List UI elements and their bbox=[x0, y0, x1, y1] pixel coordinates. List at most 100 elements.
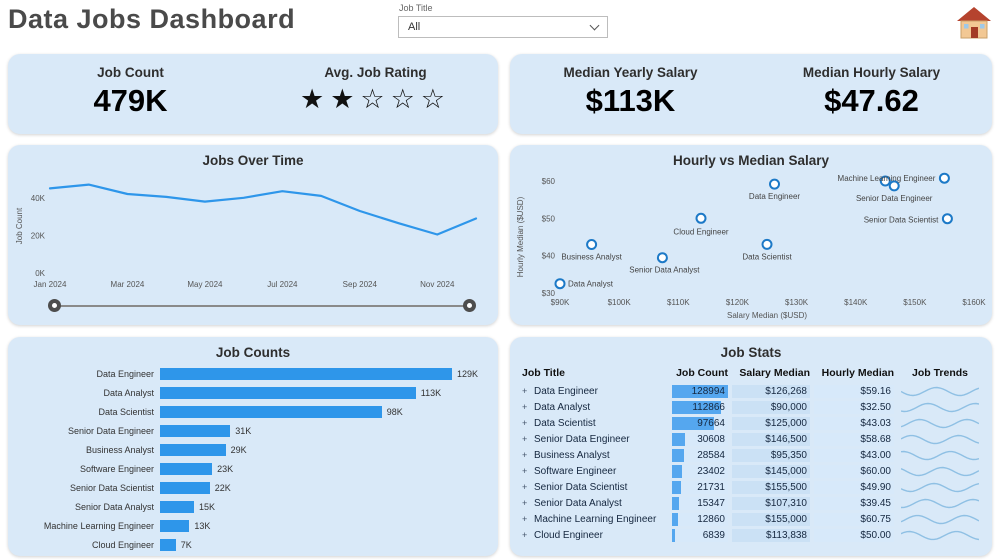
bar-category-label: Senior Data Scientist bbox=[69, 482, 154, 493]
job-count-value: 15347 bbox=[697, 497, 725, 509]
column-header[interactable]: Job Trends bbox=[911, 367, 968, 379]
table-row[interactable]: + Data Scientist 97664 $125,000 $43.03 bbox=[522, 415, 982, 431]
kpi-label: Job Count bbox=[97, 65, 164, 80]
bar[interactable] bbox=[160, 462, 213, 475]
bar-category-label: Business Analyst bbox=[85, 444, 154, 455]
table-row[interactable]: + Senior Data Engineer 30608 $146,500 $58.68 bbox=[522, 431, 982, 447]
svg-text:0K: 0K bbox=[35, 269, 45, 278]
expand-row-icon[interactable]: + bbox=[522, 386, 528, 396]
kpi-job-rating: Avg. Job Rating ★★☆☆☆ bbox=[253, 54, 498, 134]
table-row[interactable]: + Data Engineer 128994 $126,268 $59.16 bbox=[522, 383, 982, 399]
svg-text:Salary Median ($USD): Salary Median ($USD) bbox=[727, 311, 807, 320]
trend-sparkline-icon bbox=[901, 466, 979, 476]
expand-row-icon[interactable]: + bbox=[522, 498, 528, 508]
expand-row-icon[interactable]: + bbox=[522, 482, 528, 492]
bar[interactable] bbox=[160, 424, 231, 437]
slider-handle-left[interactable] bbox=[48, 299, 61, 312]
expand-row-icon[interactable]: + bbox=[522, 466, 528, 476]
expand-row-icon[interactable]: + bbox=[522, 434, 528, 444]
bar[interactable] bbox=[160, 519, 190, 532]
scatter-point[interactable] bbox=[761, 238, 773, 250]
jobs-over-time-chart: 0K 20K 40K Jan 2024 Mar 2024 May 2024 Jul 2024… bbox=[15, 183, 478, 289]
job-count-cell: 97664 bbox=[672, 416, 728, 430]
bar-category-label: Data Engineer bbox=[96, 368, 154, 379]
scatter-point[interactable] bbox=[695, 212, 707, 224]
scatter-point[interactable] bbox=[879, 175, 891, 187]
scatter-point[interactable] bbox=[656, 252, 668, 264]
bar-row[interactable]: Business Analyst 29K bbox=[16, 440, 492, 459]
bar[interactable] bbox=[160, 500, 194, 513]
svg-text:Jul 2024: Jul 2024 bbox=[267, 280, 298, 289]
svg-text:$110K: $110K bbox=[667, 298, 690, 307]
table-row[interactable]: + Business Analyst 28584 $95,350 $43.00 bbox=[522, 447, 982, 463]
job-trend-cell bbox=[898, 497, 982, 510]
bar-category-label: Data Scientist bbox=[98, 406, 154, 417]
scatter-point[interactable] bbox=[938, 172, 950, 184]
expand-row-icon[interactable]: + bbox=[522, 514, 528, 524]
table-row[interactable]: + Cloud Engineer 6839 $113,838 $50.00 bbox=[522, 527, 982, 543]
bar-value-label: 13K bbox=[194, 520, 211, 531]
bar-row[interactable]: Cloud Engineer 7K bbox=[16, 535, 492, 554]
hourly-median-cell: $39.45 bbox=[814, 496, 894, 510]
home-icon[interactable] bbox=[956, 6, 992, 40]
job-trend-cell bbox=[898, 449, 982, 462]
hourly-median-cell: $32.50 bbox=[814, 400, 894, 414]
bar-category-label: Senior Data Analyst bbox=[74, 501, 154, 512]
table-row[interactable]: + Software Engineer 23402 $145,000 $60.00 bbox=[522, 463, 982, 479]
slider-track[interactable] bbox=[54, 305, 470, 307]
job-title-text: Senior Data Engineer bbox=[534, 433, 630, 445]
svg-text:$100K: $100K bbox=[608, 298, 632, 307]
job-title-dropdown[interactable]: All bbox=[398, 16, 608, 38]
bar[interactable] bbox=[160, 405, 382, 418]
expand-row-icon[interactable]: + bbox=[522, 402, 528, 412]
dashboard-title: Data Jobs Dashboard bbox=[8, 4, 296, 34]
bar-value-label: 7K bbox=[180, 539, 192, 550]
bar[interactable] bbox=[160, 443, 226, 456]
bar[interactable] bbox=[160, 481, 210, 494]
table-row[interactable]: + Data Analyst 112866 $90,000 $32.50 bbox=[522, 399, 982, 415]
job-count-value: 128994 bbox=[691, 385, 725, 397]
salary-median-cell: $90,000 bbox=[732, 400, 810, 414]
scatter-point[interactable] bbox=[769, 178, 780, 190]
table-row[interactable]: + Senior Data Analyst 15347 $107,310 $39.45 bbox=[522, 495, 982, 511]
bar[interactable] bbox=[160, 386, 416, 399]
scatter-point[interactable] bbox=[888, 180, 900, 192]
scatter-point[interactable] bbox=[586, 239, 598, 250]
slider-handle-right[interactable] bbox=[463, 299, 476, 312]
column-header[interactable]: Hourly Median bbox=[821, 367, 894, 379]
trend-sparkline-icon bbox=[901, 498, 979, 508]
bar[interactable] bbox=[160, 538, 176, 551]
job-title-cell: + Cloud Engineer bbox=[522, 530, 668, 541]
job-count-value: 97664 bbox=[697, 417, 725, 429]
trend-sparkline-icon bbox=[901, 386, 979, 396]
table-row[interactable]: + Machine Learning Engineer 12860 $155,000 $… bbox=[522, 511, 982, 527]
scatter-point[interactable] bbox=[554, 278, 566, 290]
column-header[interactable]: Job Title bbox=[522, 367, 565, 379]
bar-row[interactable]: Data Engineer 129K bbox=[16, 364, 492, 383]
svg-text:Sep 2024: Sep 2024 bbox=[343, 280, 378, 289]
salary-median-cell: $107,310 bbox=[732, 496, 810, 510]
table-row[interactable]: + Senior Data Scientist 21731 $155,500 $49.9… bbox=[522, 479, 982, 495]
expand-row-icon[interactable]: + bbox=[522, 418, 528, 428]
data-bar bbox=[672, 416, 715, 430]
job-title-text: Machine Learning Engineer bbox=[534, 513, 657, 525]
expand-row-icon[interactable]: + bbox=[522, 450, 528, 460]
expand-row-icon[interactable]: + bbox=[522, 530, 528, 540]
job-title-cell: + Senior Data Analyst bbox=[522, 498, 668, 509]
dropdown-selected-value: All bbox=[408, 21, 421, 33]
bar-row[interactable]: Machine Learning Engineer 13K bbox=[16, 516, 492, 535]
bar-row[interactable]: Senior Data Engineer 31K bbox=[16, 421, 492, 440]
bar-row[interactable]: Data Scientist 98K bbox=[16, 402, 492, 421]
bar-row[interactable]: Data Analyst 113K bbox=[16, 383, 492, 402]
kpi-value: $113K bbox=[585, 83, 676, 118]
bar-row[interactable]: Senior Data Scientist 22K bbox=[16, 478, 492, 497]
svg-text:Mar 2024: Mar 2024 bbox=[111, 280, 145, 289]
job-count-value: 21731 bbox=[697, 481, 725, 493]
bar[interactable] bbox=[160, 367, 452, 380]
bar-row[interactable]: Software Engineer 23K bbox=[16, 459, 492, 478]
bar-row[interactable]: Senior Data Analyst 15K bbox=[16, 497, 492, 516]
column-header[interactable]: Salary Median bbox=[739, 367, 810, 379]
column-header[interactable]: Job Count bbox=[676, 367, 728, 379]
scatter-point[interactable] bbox=[941, 213, 953, 225]
job-trend-cell bbox=[898, 465, 982, 478]
